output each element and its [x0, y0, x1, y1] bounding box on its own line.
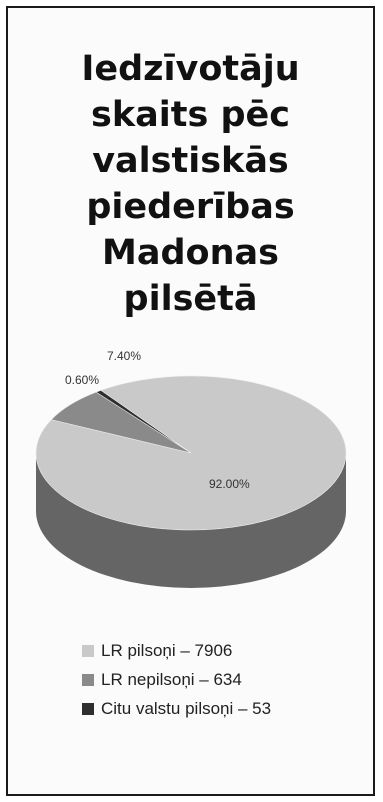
pie-chart: 92.00% 7.40% 0.60%	[35, 349, 347, 588]
legend-swatch	[82, 644, 94, 657]
chart-legend: LR pilsoņi – 7906 LR nepilsoņi – 634 Cit…	[82, 636, 271, 723]
legend-item: LR pilsoņi – 7906	[82, 636, 271, 665]
title-line: pilsētā	[123, 279, 258, 319]
title-line: Madonas	[102, 233, 279, 273]
pie-percent-label: 92.00%	[209, 477, 250, 491]
title-line: valstiskās	[92, 141, 289, 181]
legend-swatch	[82, 702, 94, 715]
legend-swatch	[82, 673, 94, 686]
pie-percent-label: 0.60%	[65, 373, 99, 387]
legend-label: Citu valstu pilsoņi – 53	[101, 698, 272, 718]
chart-frame: Iedzīvotāju skaits pēc valstiskās pieder…	[6, 6, 375, 796]
pie-percent-label: 7.40%	[107, 349, 141, 363]
pie-side-0	[36, 453, 346, 588]
pie-slice-2	[95, 389, 192, 454]
title-line: piederības	[86, 187, 295, 227]
title-line: skaits pēc	[90, 95, 290, 135]
chart-title: Iedzīvotāju skaits pēc valstiskās pieder…	[8, 46, 373, 322]
legend-label: LR nepilsoņi – 634	[101, 669, 242, 689]
title-line: Iedzīvotāju	[81, 49, 300, 89]
legend-item: LR nepilsoņi – 634	[82, 665, 271, 694]
legend-item: Citu valstu pilsoņi – 53	[82, 694, 271, 723]
legend-label: LR pilsoņi – 7906	[101, 640, 233, 660]
